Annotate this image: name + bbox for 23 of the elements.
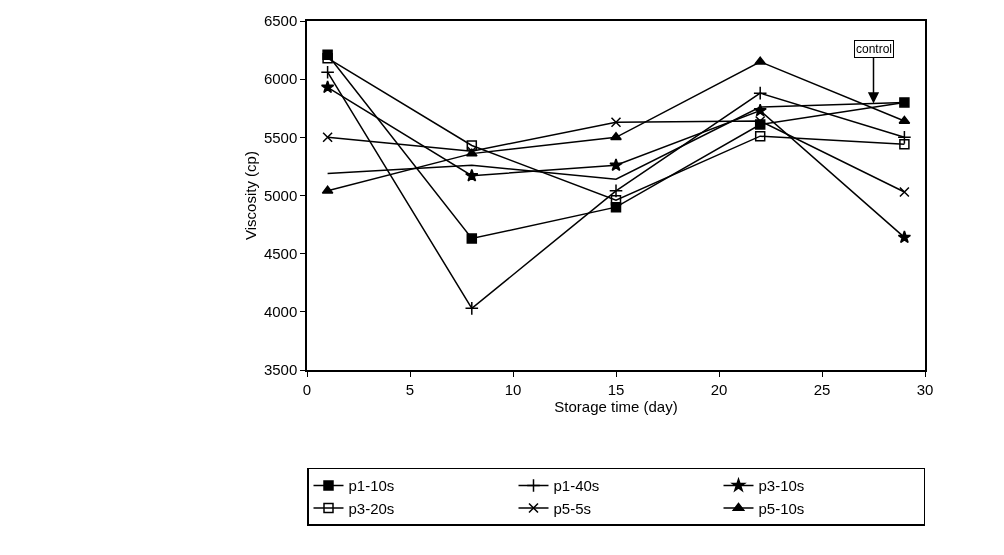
x-tick-label: 5 bbox=[405, 380, 415, 398]
y-tick-label: 5500 bbox=[263, 128, 298, 146]
x-tick-label: 0 bbox=[302, 380, 312, 398]
y-axis-title: Viscosity (cp) bbox=[241, 151, 259, 240]
x-tick-label: 20 bbox=[710, 380, 728, 398]
y-tick-label: 6000 bbox=[263, 70, 298, 88]
x-tick-label: 15 bbox=[607, 380, 625, 398]
annotation: control bbox=[856, 42, 893, 56]
legend-label: p3-20s bbox=[348, 499, 395, 517]
legend-label: p5-5s bbox=[553, 499, 592, 517]
y-tick-label: 4500 bbox=[263, 244, 298, 262]
legend-label: p5-10s bbox=[758, 499, 805, 517]
x-tick-label: 10 bbox=[504, 380, 522, 398]
x-axis-title: Storage time (day) bbox=[554, 397, 678, 415]
y-tick-label: 5000 bbox=[263, 186, 298, 204]
y-tick-label: 3500 bbox=[263, 361, 298, 379]
x-tick-label: 30 bbox=[916, 380, 934, 398]
x-tick-label: 25 bbox=[813, 380, 831, 398]
y-tick-label: 4000 bbox=[263, 303, 298, 321]
y-tick-label: 6500 bbox=[263, 12, 298, 30]
legend-label: p1-10s bbox=[348, 477, 395, 495]
legend-label: p1-40s bbox=[553, 477, 600, 495]
legend-label: p3-10s bbox=[758, 477, 805, 495]
